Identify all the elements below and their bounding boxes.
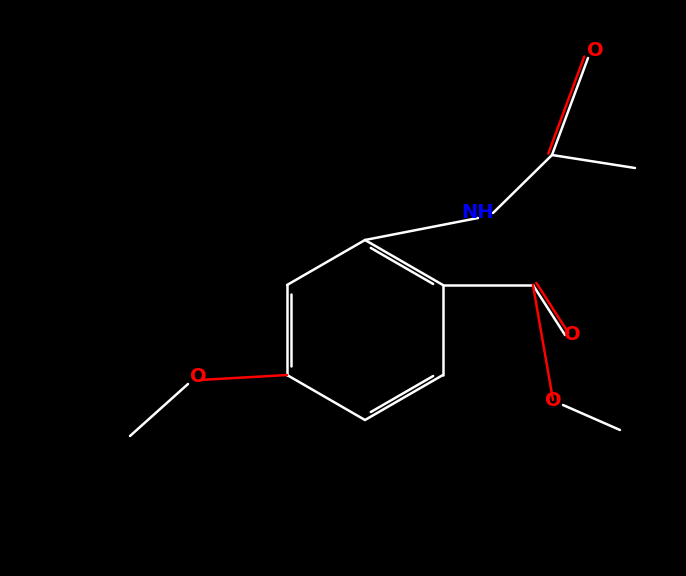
Text: NH: NH: [462, 203, 494, 222]
Text: O: O: [545, 391, 561, 410]
Text: O: O: [587, 41, 603, 60]
Text: O: O: [564, 325, 580, 344]
Text: O: O: [190, 366, 206, 385]
